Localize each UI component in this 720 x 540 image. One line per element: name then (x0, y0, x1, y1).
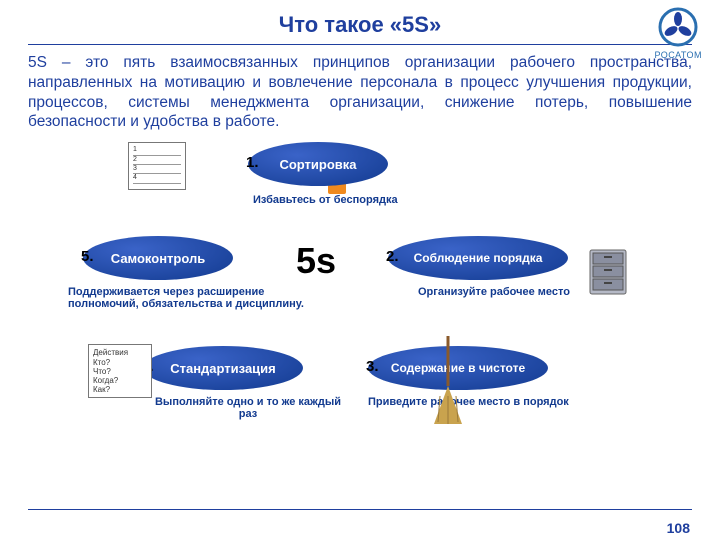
ellipse-standard: Стандартизация (143, 346, 303, 390)
center-label: 5s (296, 240, 336, 282)
intro-paragraph: 5S – это пять взаимосвязанных принципов … (28, 53, 692, 132)
list-box-icon: 1234 (128, 142, 186, 190)
caption-standard: Выполняйте одно и то же каждый раз (148, 396, 348, 420)
ellipse-order: Соблюдение порядка (388, 236, 568, 280)
caption-sort: Избавьтесь от беспорядка (253, 194, 453, 206)
num-1: 1. (246, 154, 259, 171)
ellipse-selfcontrol-label: Самоконтроль (107, 251, 209, 266)
num-3: 3. (366, 358, 379, 375)
title-rule (28, 44, 692, 45)
ellipse-selfcontrol: Самоконтроль (83, 236, 233, 280)
slide-title: Что такое «5S» (28, 12, 692, 44)
five-s-diagram: 1234 Сортировка 1. Соблюдение порядка 2.… (28, 136, 692, 456)
caption-clean: Приведите рабочее место в порядок (368, 396, 598, 408)
ellipse-order-label: Соблюдение порядка (410, 251, 547, 265)
footer-rule (28, 509, 692, 510)
note-box-icon: ДействияКто?Что?Когда?Как? (88, 344, 152, 398)
ellipse-standard-label: Стандартизация (166, 361, 280, 376)
logo-icon (657, 6, 699, 48)
caption-selfcontrol: Поддерживается через расширение полномоч… (68, 286, 318, 310)
num-2: 2. (386, 248, 399, 265)
cabinet-icon (588, 248, 628, 296)
num-5: 5. (81, 248, 94, 265)
broom-icon (428, 336, 468, 426)
ellipse-sort: Сортировка (248, 142, 388, 186)
logo-text: РОСАТОМ (655, 50, 703, 60)
logo: РОСАТОМ (655, 6, 703, 60)
page-number: 108 (667, 520, 690, 536)
ellipse-sort-label: Сортировка (275, 157, 360, 172)
